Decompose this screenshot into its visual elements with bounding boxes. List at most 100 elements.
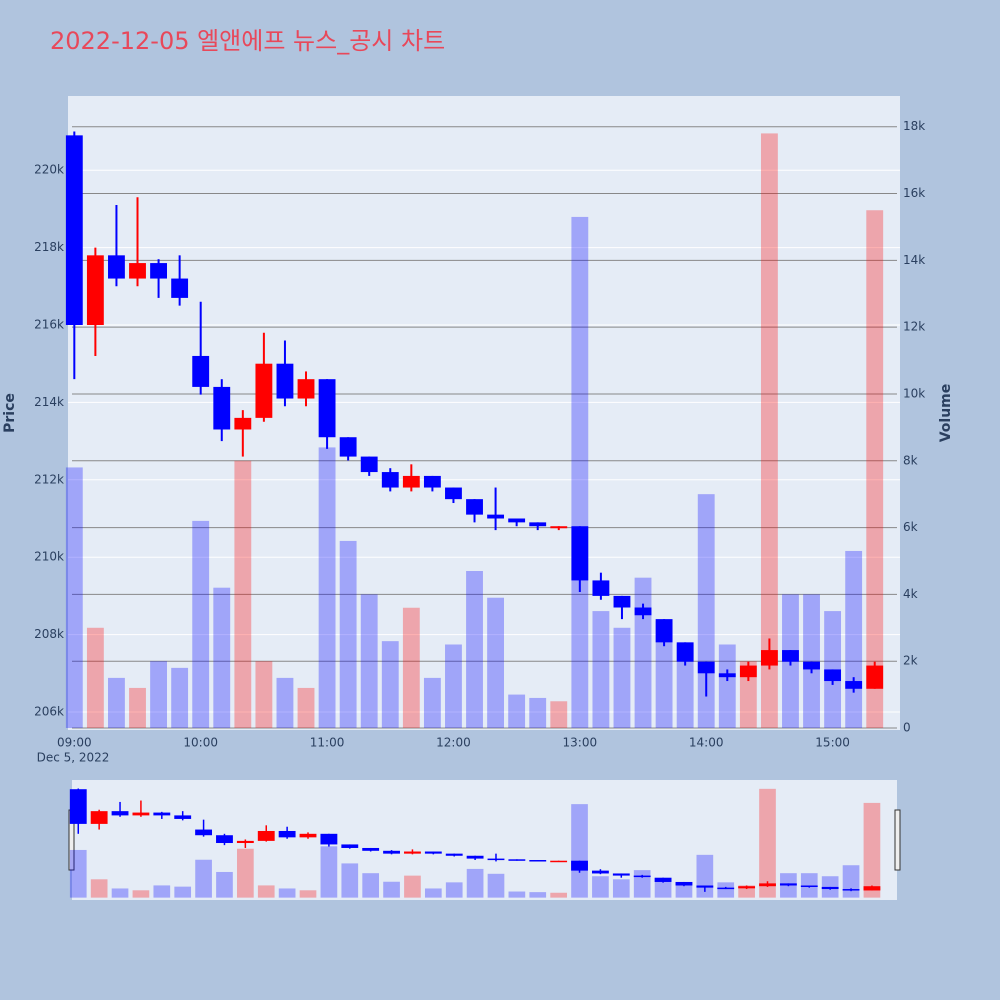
- candle-body-mini: [759, 883, 776, 887]
- volume-bar: [550, 701, 568, 728]
- volume-bar: [171, 667, 189, 728]
- volume-bar-mini: [320, 846, 338, 898]
- volume-bar-mini: [654, 878, 672, 898]
- plot-area: [68, 96, 900, 730]
- candle-body-mini: [654, 877, 672, 882]
- candle-body-mini: [571, 860, 588, 871]
- volume-bar-mini: [550, 892, 567, 898]
- volume-bar: [108, 677, 125, 728]
- x-tick-label: 10:00: [183, 736, 218, 750]
- volume-bar-mini: [237, 848, 254, 898]
- volume-bar: [845, 550, 863, 728]
- candle-body: [634, 607, 652, 616]
- candle-body-mini: [257, 830, 275, 841]
- volume-bar-mini: [216, 871, 233, 898]
- volume-bar: [760, 133, 778, 728]
- volume-bar-mini: [195, 859, 212, 898]
- volume-bar: [213, 587, 231, 728]
- candle-body-mini: [633, 875, 651, 878]
- volume-bar-mini: [612, 879, 630, 898]
- candle-body-mini: [466, 855, 484, 859]
- volume-bar: [445, 644, 462, 728]
- range-slider[interactable]: [72, 780, 897, 900]
- candle-body-mini: [174, 815, 192, 819]
- candle-body: [423, 475, 441, 488]
- candle-body: [866, 665, 884, 689]
- candle-body-mini: [132, 812, 150, 816]
- volume-bar: [529, 697, 547, 728]
- candle-body-mini: [299, 833, 317, 838]
- candle-body: [613, 595, 631, 608]
- volume-bar-mini: [717, 882, 735, 898]
- candle-body: [171, 278, 189, 298]
- volume-bar: [466, 570, 483, 728]
- candle-body: [65, 135, 83, 325]
- volume-bar: [318, 447, 336, 728]
- y2-tick-label: 10k: [903, 386, 925, 400]
- y-tick-label: 212k: [34, 472, 64, 486]
- volume-bar: [676, 644, 694, 728]
- candle-body: [234, 417, 252, 430]
- volume-bar: [129, 687, 146, 728]
- volume-bar-mini: [132, 890, 150, 898]
- candle-body-mini: [383, 850, 400, 854]
- candle-body: [339, 437, 357, 457]
- y-tick-label: 216k: [34, 317, 64, 331]
- y-tick-label: 206k: [34, 705, 64, 719]
- candle-body: [571, 526, 589, 581]
- volume-bar-mini: [362, 873, 380, 898]
- x-tick-label: 11:00: [310, 736, 345, 750]
- volume-bar-mini: [842, 865, 860, 898]
- x-tick-label: 15:00: [815, 736, 850, 750]
- candle-body: [782, 650, 799, 662]
- y-tick-label: 210k: [34, 550, 64, 564]
- candle-body-mini: [216, 835, 233, 844]
- y-axis-title: Price: [2, 393, 18, 433]
- volume-bar-mini: [404, 875, 421, 898]
- volume-bar-mini: [424, 888, 442, 898]
- candle-body: [381, 472, 399, 488]
- volume-bar-mini: [529, 892, 547, 898]
- candle-body-mini: [278, 830, 296, 838]
- y-tick-label: 214k: [34, 395, 64, 409]
- y2-tick-label: 12k: [903, 320, 925, 334]
- volume-bar-mini: [383, 881, 400, 898]
- volume-bar: [402, 607, 420, 728]
- candle-body-mini: [362, 847, 380, 851]
- volume-bar: [655, 621, 673, 728]
- candle-body: [550, 526, 568, 529]
- volume-bar: [150, 661, 167, 728]
- candle-body: [466, 499, 483, 515]
- volume-bar-mini: [800, 873, 818, 898]
- x-date-label: Dec 5, 2022: [37, 751, 110, 765]
- volume-bar-mini: [111, 888, 129, 898]
- x-tick-label: 14:00: [689, 736, 724, 750]
- y2-tick-label: 18k: [903, 119, 925, 133]
- candle-body: [487, 514, 505, 519]
- x-tick-label: 09:00: [57, 736, 92, 750]
- volume-bar: [65, 467, 83, 728]
- y2-tick-label: 4k: [903, 587, 918, 601]
- candle-body: [697, 661, 715, 674]
- candle-body: [129, 263, 146, 279]
- volume-bar: [613, 627, 631, 728]
- candle-body: [255, 363, 273, 418]
- volume-bar: [339, 540, 357, 728]
- volume-bar-mini: [341, 863, 359, 898]
- candle-body: [86, 255, 104, 325]
- x-tick-label: 13:00: [563, 736, 598, 750]
- volume-bar-mini: [863, 802, 881, 898]
- candle-body: [213, 386, 231, 430]
- range-handle[interactable]: [894, 809, 901, 871]
- candle-body-mini: [821, 886, 839, 890]
- x-tick-label: 12:00: [436, 736, 471, 750]
- candle-body: [318, 379, 336, 438]
- candle-body: [150, 263, 167, 279]
- candle-body: [276, 363, 294, 399]
- candle-body-mini: [90, 811, 108, 824]
- candle-body: [803, 661, 820, 670]
- volume-bar-mini: [487, 873, 505, 898]
- candle-body: [676, 642, 694, 662]
- volume-bar: [423, 677, 441, 728]
- candle-body-mini: [341, 844, 359, 848]
